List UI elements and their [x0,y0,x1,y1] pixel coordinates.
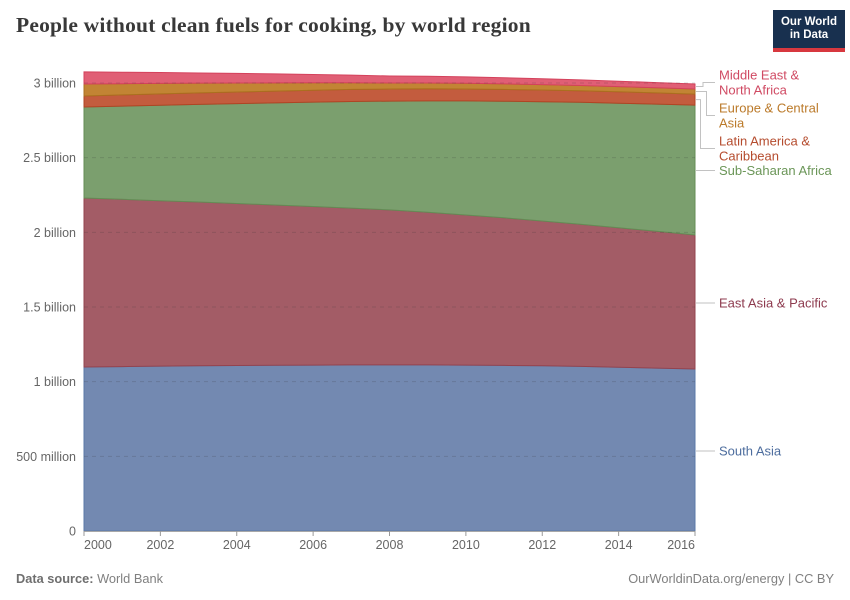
x-tick-label-2016: 2016 [667,538,695,552]
legend-label-middle-east-north-africa[interactable]: Middle East & North Africa [719,68,800,98]
area-middle-east-north-africa[interactable] [83,71,696,90]
area-south-asia[interactable] [83,364,696,532]
legend-label-east-asia-pacific[interactable]: East Asia & Pacific [719,296,828,311]
owid-logo-line2: in Data [789,29,829,41]
data-source-label: Data source: [16,570,94,586]
x-tick-label-2002: 2002 [146,538,174,552]
y-tick-label-2.5-billion: 2.5 billion [23,151,76,165]
legend-connector-europe-central-asia [696,91,715,116]
owid-logo[interactable]: Our World in Data [773,10,845,52]
stacked-areas [83,71,696,532]
credit-link[interactable]: OurWorldinData.org/energy | CC BY [628,570,834,586]
x-tick-label-2014: 2014 [605,538,633,552]
legend-label-latin-america-caribbean[interactable]: Latin America & Caribbean [719,134,810,164]
x-tick-label-2012: 2012 [528,538,556,552]
y-tick-label-3-billion: 3 billion [34,77,76,91]
y-tick-label-1.5-billion: 1.5 billion [23,301,76,315]
x-tick-label-2010: 2010 [452,538,480,552]
owid-logo-line1: Our World [780,16,837,28]
legend-label-sub-saharan-africa[interactable]: Sub-Saharan Africa [719,163,833,178]
legend-connector-latin-america-caribbean [696,99,715,149]
chart-footer: Data source: World Bank OurWorldinData.o… [16,568,834,588]
y-tick-label-0: 0 [69,525,76,539]
y-tick-label-500-million: 500 million [16,450,76,464]
gridlines [84,82,695,457]
data-source-value: World Bank [93,570,163,586]
legend-label-europe-central-asia[interactable]: Europe & Central Asia [719,101,819,131]
legend: South Asia East Asia & Pacific Sub-Saharan… [696,68,833,459]
legend-connector-middle-east-north-africa [696,82,715,87]
x-tick-label-2008: 2008 [376,538,404,552]
axes: 2000 2002 2004 2006 2008 2010 2012 2014 2016 0 500… [16,77,696,552]
x-tick-label-2000: 2000 [84,538,112,552]
x-tick-label-2006: 2006 [299,538,327,552]
y-tick-label-1-billion: 1 billion [34,375,76,389]
y-tick-label-2-billion: 2 billion [34,226,76,240]
legend-label-south-asia[interactable]: South Asia [719,444,782,459]
data-source: Data source: World Bank [16,571,163,586]
page-title: People without clean fuels for cooking, … [16,13,531,37]
x-tick-label-2004: 2004 [223,538,251,552]
